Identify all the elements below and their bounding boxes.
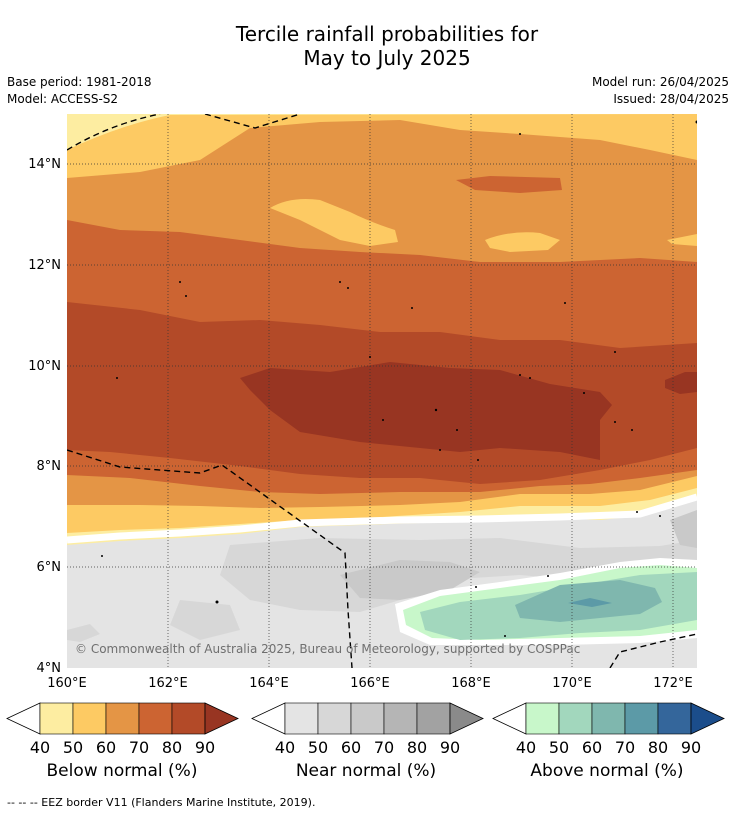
colorbar-high-extend xyxy=(690,702,725,735)
colorbar-tick-label: 50 xyxy=(63,738,83,757)
eez-border xyxy=(67,114,697,668)
colorbar-segment xyxy=(317,702,352,735)
colorbar-high-extend xyxy=(449,702,484,735)
base-period: Base period: 1981-2018 xyxy=(7,75,152,89)
lat-label: 6°N xyxy=(37,560,62,575)
near-normal-label: Near normal (%) xyxy=(295,761,437,781)
colorbar-tick-label: 80 xyxy=(162,738,182,757)
colorbar-low-extend xyxy=(6,702,41,735)
colorbar-tick-label: 60 xyxy=(96,738,116,757)
below-50-patch-north xyxy=(270,199,398,246)
graticule xyxy=(67,114,697,668)
below-40-patch-nw xyxy=(67,114,140,136)
issued-date: Issued: 28/04/2025 xyxy=(613,92,729,106)
colorbar-segment xyxy=(171,702,206,735)
colorbar-segment xyxy=(657,702,692,735)
above-70-region xyxy=(568,598,612,607)
run-info: Model run: 26/04/2025 Issued: 28/04/2025 xyxy=(592,74,729,108)
colorbar-0: 40 50 60 70 80 90 xyxy=(6,702,239,757)
colorbars: 40 50 60 70 80 90 40 50 60 70 80 90 40 50 60 70 80 90 xyxy=(6,702,725,757)
colorbar-high-extend xyxy=(204,702,239,735)
colorbar-segment xyxy=(558,702,593,735)
lon-label: 166°E xyxy=(350,676,390,691)
colorbar-tick-label: 70 xyxy=(615,738,635,757)
below-90-band xyxy=(240,362,612,460)
near-50-patch-lower xyxy=(170,600,240,640)
colorbar-tick-label: 80 xyxy=(407,738,427,757)
map-area xyxy=(67,114,697,668)
map-title: Tercile rainfall probabilities for May t… xyxy=(0,22,736,70)
eez-footnote: -- -- -- EEZ border V11 (Flanders Marine… xyxy=(7,796,316,809)
lon-label: 164°E xyxy=(249,676,289,691)
colorbar-tick-label: 40 xyxy=(275,738,295,757)
colorbar-tick-label: 70 xyxy=(129,738,149,757)
colorbar-segment xyxy=(105,702,140,735)
lon-label: 162°E xyxy=(148,676,188,691)
colorbar-2: 40 50 60 70 80 90 xyxy=(492,702,725,757)
colorbar-tick-label: 80 xyxy=(648,738,668,757)
lat-label: 12°N xyxy=(28,258,61,273)
colorbar-tick-label: 60 xyxy=(582,738,602,757)
colorbar-tick-label: 90 xyxy=(681,738,701,757)
model-info: Base period: 1981-2018 Model: ACCESS-S2 xyxy=(7,74,152,108)
colorbar-segment xyxy=(383,702,418,735)
near-50-patch-sw xyxy=(67,624,100,642)
colorbar-segment xyxy=(624,702,659,735)
colorbar-tick-label: 90 xyxy=(195,738,215,757)
colorbar-segment xyxy=(525,702,560,735)
below-70-patch-north xyxy=(456,176,562,193)
colorbar-segment xyxy=(591,702,626,735)
colorbar-tick-label: 60 xyxy=(341,738,361,757)
above-normal-label: Above normal (%) xyxy=(530,761,684,781)
below-50-patch-east xyxy=(667,234,697,246)
colorbar-segment xyxy=(284,702,319,735)
colorbar-segment xyxy=(72,702,107,735)
below-50-patch-mid xyxy=(485,232,560,252)
colorbar-tick-label: 50 xyxy=(549,738,569,757)
colorbar-tick-label: 70 xyxy=(374,738,394,757)
lon-label: 168°E xyxy=(451,676,491,691)
axis-labels: 14°N 12°N 10°N 8°N 6°N 4°N 160°E 162°E 1… xyxy=(28,157,693,691)
colorbar-tick-label: 40 xyxy=(516,738,536,757)
colorbar-segment xyxy=(350,702,385,735)
lon-label: 170°E xyxy=(552,676,592,691)
lon-label: 172°E xyxy=(653,676,693,691)
white-boundary xyxy=(67,493,697,544)
colorbar-1: 40 50 60 70 80 90 xyxy=(251,702,484,757)
below-90-patch-east xyxy=(665,372,697,394)
lat-label: 8°N xyxy=(37,459,62,474)
below-normal-label: Below normal (%) xyxy=(46,761,198,781)
colorbar-segment xyxy=(416,702,451,735)
colorbar-low-extend xyxy=(492,702,527,735)
colorbar-tick-label: 90 xyxy=(440,738,460,757)
copyright-notice: © Commonwealth of Australia 2025, Bureau… xyxy=(75,642,580,656)
title-line-1: Tercile rainfall probabilities for xyxy=(235,22,539,46)
islands xyxy=(101,120,697,637)
title-line-2: May to July 2025 xyxy=(303,46,471,70)
lat-label: 4°N xyxy=(37,661,62,676)
lon-label: 160°E xyxy=(47,676,87,691)
colorbar-segment xyxy=(39,702,74,735)
model-name: Model: ACCESS-S2 xyxy=(7,92,119,106)
colorbar-segment xyxy=(138,702,173,735)
colorbar-low-extend xyxy=(251,702,286,735)
lat-label: 14°N xyxy=(28,157,61,172)
model-run-date: Model run: 26/04/2025 xyxy=(591,75,729,89)
colorbar-tick-label: 50 xyxy=(308,738,328,757)
colorbar-tick-label: 40 xyxy=(30,738,50,757)
near-60-patch-east xyxy=(670,510,697,548)
lat-label: 10°N xyxy=(28,359,61,374)
